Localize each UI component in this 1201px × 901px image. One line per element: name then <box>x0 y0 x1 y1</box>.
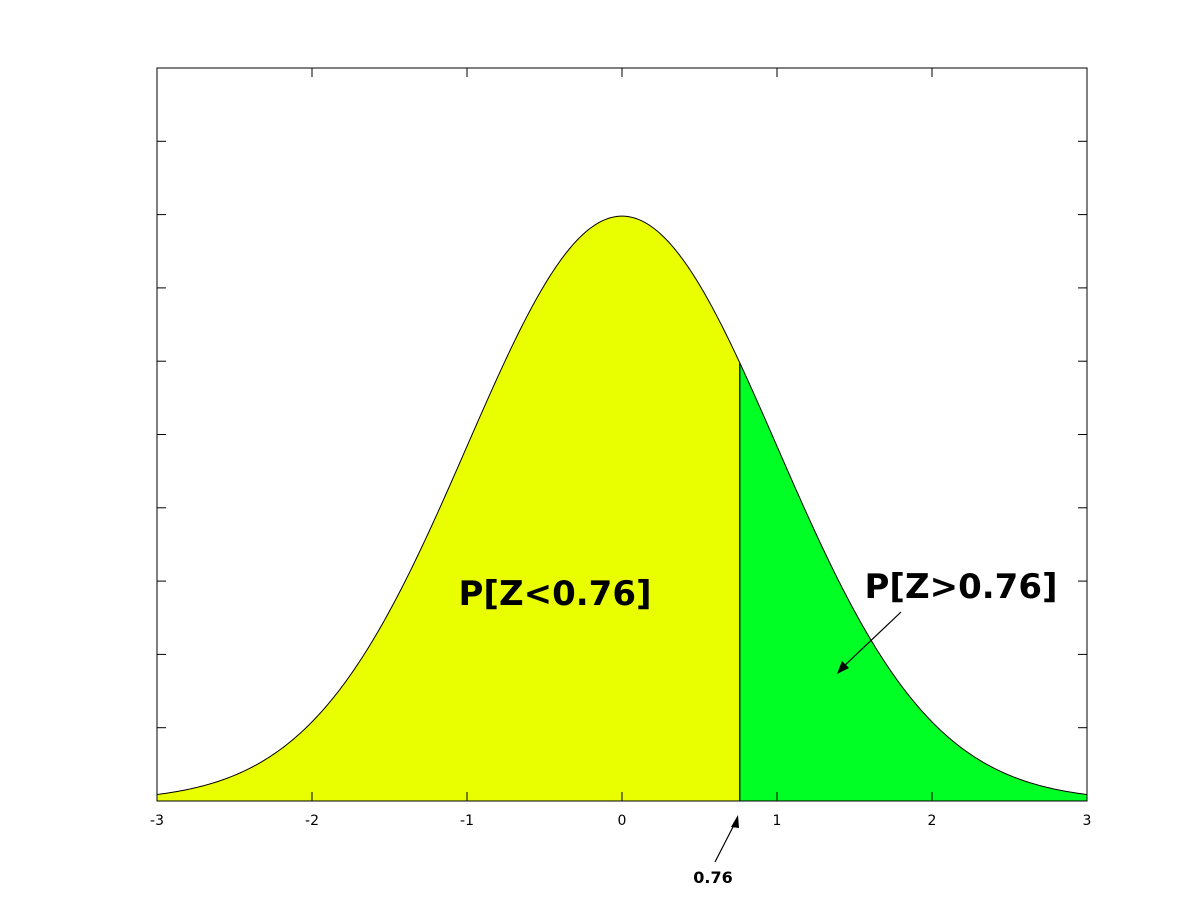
x-tick-label: 2 <box>928 813 937 829</box>
cutoff-arrow <box>714 815 739 863</box>
x-tick-labels: -3 -2 -1 0 1 2 3 <box>150 813 1091 829</box>
plot-frame <box>156 67 1088 802</box>
x-tick-label: 3 <box>1083 813 1092 829</box>
x-tick-label: -3 <box>150 813 164 829</box>
x-tick-label: -2 <box>305 813 319 829</box>
region-label-left: P[Z<0.76] <box>458 574 651 614</box>
x-tick-label: 1 <box>773 813 782 829</box>
x-tick-label: 0 <box>618 813 627 829</box>
region-fill-left <box>157 216 740 802</box>
region-label-right: P[Z>0.76] <box>864 567 1057 607</box>
density-curve <box>156 215 1088 795</box>
cutoff-label: 0.76 <box>693 868 732 887</box>
region-fill-right <box>739 362 1087 801</box>
shaded-regions <box>156 215 1088 802</box>
right-region-arrow <box>837 611 902 674</box>
x-tick-label: -1 <box>460 813 474 829</box>
